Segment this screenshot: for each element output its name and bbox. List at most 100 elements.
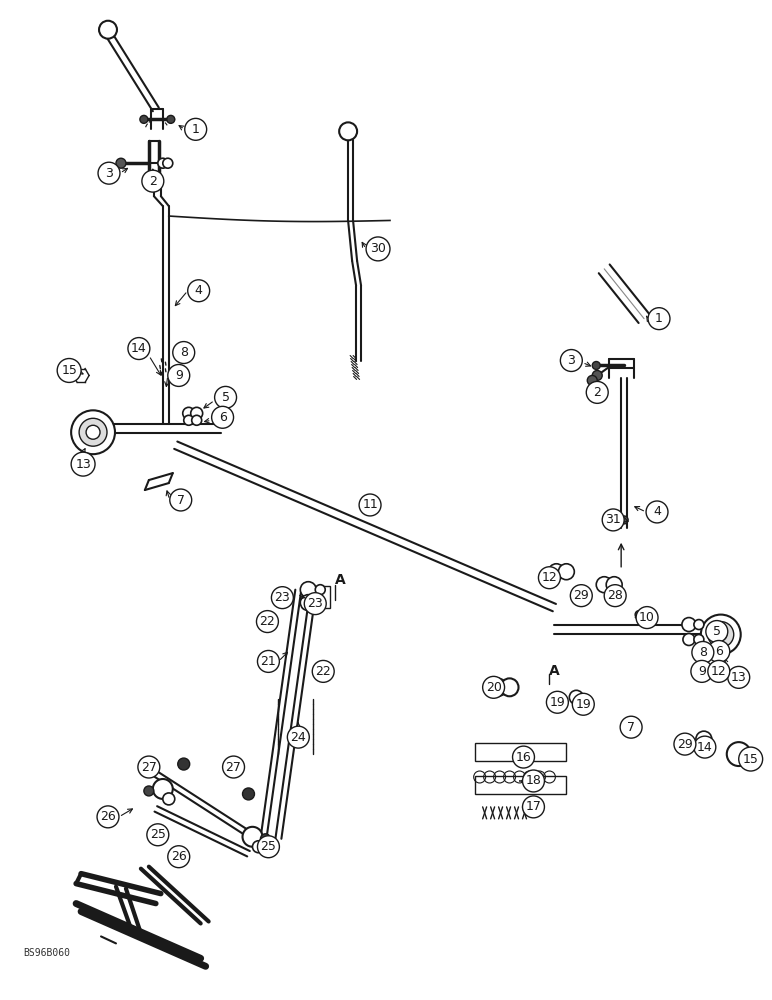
Text: 8: 8	[699, 646, 707, 659]
Circle shape	[304, 593, 327, 615]
Circle shape	[215, 386, 236, 408]
Bar	[475, 776, 567, 794]
Circle shape	[79, 418, 107, 446]
Circle shape	[315, 585, 325, 595]
Circle shape	[222, 756, 245, 778]
Polygon shape	[154, 806, 250, 856]
Circle shape	[620, 516, 628, 524]
Text: 13: 13	[75, 458, 91, 471]
Circle shape	[315, 598, 325, 608]
Circle shape	[252, 841, 265, 853]
Circle shape	[682, 618, 696, 632]
Circle shape	[212, 406, 234, 428]
Circle shape	[592, 370, 602, 380]
Circle shape	[97, 806, 119, 828]
Text: BS96B060: BS96B060	[23, 948, 70, 958]
Circle shape	[635, 611, 643, 619]
Text: 7: 7	[627, 721, 635, 734]
Text: 25: 25	[260, 840, 276, 853]
Circle shape	[548, 564, 564, 580]
Circle shape	[178, 758, 190, 770]
Text: 29: 29	[677, 738, 692, 751]
Circle shape	[513, 746, 534, 768]
Circle shape	[708, 622, 733, 647]
Circle shape	[359, 494, 381, 516]
Circle shape	[258, 836, 279, 858]
Circle shape	[147, 824, 169, 846]
Circle shape	[694, 635, 704, 644]
Circle shape	[163, 793, 174, 805]
Circle shape	[312, 660, 334, 682]
Circle shape	[71, 410, 115, 454]
Circle shape	[558, 564, 574, 580]
Text: A: A	[549, 664, 560, 678]
Polygon shape	[103, 28, 159, 111]
Circle shape	[71, 452, 95, 476]
Circle shape	[300, 582, 317, 598]
Circle shape	[144, 786, 154, 796]
Polygon shape	[554, 625, 719, 634]
Circle shape	[728, 666, 750, 688]
Polygon shape	[174, 442, 556, 611]
Circle shape	[258, 650, 279, 672]
Circle shape	[547, 691, 568, 713]
Text: 6: 6	[715, 645, 723, 658]
Circle shape	[708, 640, 730, 662]
Polygon shape	[154, 771, 250, 836]
Circle shape	[287, 726, 310, 748]
Text: 23: 23	[275, 591, 290, 604]
Text: 22: 22	[259, 615, 276, 628]
Circle shape	[128, 338, 150, 360]
Circle shape	[489, 678, 506, 696]
Text: 7: 7	[177, 493, 185, 506]
Circle shape	[606, 577, 622, 593]
Circle shape	[569, 690, 584, 704]
Circle shape	[587, 375, 598, 385]
Circle shape	[572, 693, 594, 715]
Circle shape	[602, 509, 624, 531]
Circle shape	[272, 587, 293, 609]
Circle shape	[167, 115, 174, 123]
Polygon shape	[599, 264, 649, 323]
Circle shape	[586, 381, 608, 403]
Circle shape	[168, 846, 190, 868]
Circle shape	[98, 162, 120, 184]
Circle shape	[683, 634, 695, 645]
Text: 25: 25	[150, 828, 166, 841]
Text: 2: 2	[149, 175, 157, 188]
Circle shape	[256, 611, 279, 633]
Circle shape	[739, 747, 763, 771]
Text: 18: 18	[526, 774, 541, 787]
Text: 14: 14	[697, 741, 713, 754]
Circle shape	[696, 731, 712, 747]
Text: 13: 13	[731, 671, 747, 684]
Text: 24: 24	[290, 731, 306, 744]
Circle shape	[157, 158, 168, 168]
Text: 1: 1	[655, 312, 663, 325]
Circle shape	[153, 779, 173, 799]
Text: 20: 20	[486, 681, 502, 694]
Circle shape	[523, 770, 544, 792]
Text: 6: 6	[218, 411, 226, 424]
Circle shape	[500, 678, 519, 696]
Text: 26: 26	[171, 850, 187, 863]
Circle shape	[185, 118, 207, 140]
Circle shape	[571, 585, 592, 607]
Circle shape	[242, 788, 255, 800]
Circle shape	[701, 615, 740, 654]
Text: 15: 15	[743, 753, 759, 766]
Text: 31: 31	[605, 513, 621, 526]
Circle shape	[674, 733, 696, 755]
Text: 9: 9	[698, 665, 706, 678]
Polygon shape	[86, 424, 221, 433]
Circle shape	[188, 280, 210, 302]
Text: 3: 3	[105, 167, 113, 180]
Circle shape	[163, 158, 173, 168]
Circle shape	[715, 629, 726, 640]
Circle shape	[538, 567, 560, 589]
Text: 3: 3	[567, 354, 575, 367]
Text: A: A	[335, 573, 346, 587]
Text: 12: 12	[711, 665, 726, 678]
Circle shape	[482, 676, 505, 698]
Circle shape	[260, 834, 270, 844]
